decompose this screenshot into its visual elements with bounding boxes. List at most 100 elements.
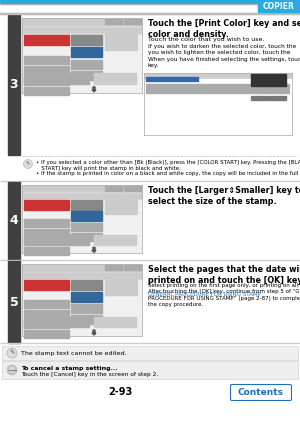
Bar [22,18,142,93]
Bar [8,261,20,343]
Bar [24,310,69,318]
Bar [124,20,140,25]
Bar [70,280,102,290]
Text: Touch the [Cancel] key in the screen of step 2.: Touch the [Cancel] key in the screen of … [21,372,158,377]
Bar [70,315,102,324]
Text: COPIER: COPIER [263,2,295,11]
Bar [70,233,102,241]
Circle shape [23,159,32,168]
Bar [269,96,286,100]
Bar [24,317,89,327]
Bar [23,186,141,192]
Bar [0,3,300,4]
Bar [0,259,300,260]
Bar [24,247,69,255]
FancyArrow shape [92,247,96,252]
Bar [105,195,136,214]
Bar [24,320,69,328]
Bar [250,96,268,100]
Bar [94,73,136,84]
Text: ✎: ✎ [9,351,15,355]
Bar [24,56,69,64]
Text: If you wish to darken the selected color, touch the       key. If
you wish to li: If you wish to darken the selected color… [148,44,300,68]
Bar [70,59,102,69]
Bar [105,265,122,270]
Bar [24,73,89,84]
Text: ✎: ✎ [26,162,30,167]
Bar [94,235,136,245]
Bar [105,186,122,191]
Bar [144,73,292,135]
Circle shape [7,365,17,375]
Bar [0,13,300,14]
Bar [70,223,102,231]
Bar [24,235,89,245]
Bar [24,238,69,245]
Bar [22,264,142,336]
Bar [24,66,69,75]
Text: • If the stamp is printed in color on a black and white copy, the copy will be i: • If the stamp is printed in color on a … [36,171,300,176]
Bar [105,20,122,25]
Text: Contents: Contents [238,388,284,397]
Bar [23,200,141,252]
Bar [23,19,141,25]
Circle shape [7,348,17,358]
Bar [23,280,141,335]
Text: Touch the color that you wish to use.: Touch the color that you wish to use. [148,37,264,42]
Bar [24,76,69,85]
Bar [258,0,300,12]
Bar [0,13,300,14]
Bar [194,84,241,88]
Bar [105,275,136,295]
Bar [70,304,102,313]
Bar [146,84,193,88]
Bar [24,87,69,95]
Bar [145,74,291,79]
Bar [105,30,136,50]
Bar [70,71,102,80]
Bar [22,185,142,253]
Bar [124,186,140,191]
Bar [94,317,136,327]
Text: 3: 3 [10,78,18,92]
Bar [8,15,20,155]
Bar [24,330,69,338]
Text: To cancel a stamp setting...: To cancel a stamp setting... [21,366,118,371]
Bar [24,200,69,209]
FancyBboxPatch shape [230,385,292,401]
Bar [24,219,69,227]
Bar [70,292,102,302]
Bar [70,35,102,45]
Bar [8,182,20,260]
Bar [0,0,300,3]
Bar [23,265,141,271]
Bar [146,89,193,93]
Bar [23,194,141,198]
Bar [23,273,141,278]
Bar [70,200,102,209]
Bar [145,79,291,134]
Bar [250,73,286,86]
Text: Select printing on the first page only, or printing on all pages.
After touching: Select printing on the first page only, … [148,283,300,307]
Bar [242,84,289,88]
FancyArrow shape [92,87,96,92]
Bar [70,47,102,57]
Circle shape [8,366,16,374]
Text: 5: 5 [10,296,18,309]
FancyArrow shape [92,330,96,335]
Bar [24,229,69,236]
Bar [23,28,141,32]
Text: 4: 4 [10,215,18,228]
Bar [124,265,140,270]
FancyBboxPatch shape [2,346,298,360]
Text: The stamp text cannot be edited.: The stamp text cannot be edited. [21,351,127,355]
Bar [70,212,102,221]
Text: Select the pages that the date will be
printed on and touch the [OK] key.: Select the pages that the date will be p… [148,265,300,285]
Bar [194,89,241,93]
Bar [24,35,69,45]
Bar [24,280,69,290]
Bar [146,77,198,81]
Bar [23,35,141,92]
Text: Touch the [Print Color] key and set the
color and density.: Touch the [Print Color] key and set the … [148,19,300,39]
FancyBboxPatch shape [2,361,298,379]
